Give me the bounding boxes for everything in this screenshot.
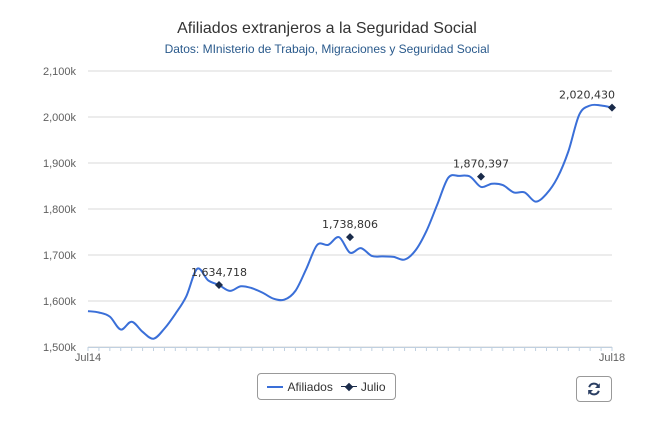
legend-item-afiliados[interactable]: Afiliados [267, 379, 333, 394]
chart-title: Afiliados extranjeros a la Seguridad Soc… [177, 20, 477, 37]
data-labels: 1,634,718 1,738,806 1,870,397 2,020,430 [191, 89, 615, 279]
y-tick-label: 2,000k [43, 112, 77, 124]
y-tick-label: 1,800k [43, 204, 77, 216]
julio-point[interactable] [477, 172, 485, 181]
y-tick-label: 1,900k [43, 158, 77, 170]
legend-item-julio[interactable]: Julio [340, 379, 386, 394]
legend-line-symbol [267, 385, 284, 388]
grid [88, 70, 612, 348]
data-label: 1,738,806 [322, 218, 378, 231]
data-label: 2,020,430 [559, 89, 615, 102]
series [87, 103, 613, 340]
legend-label-afiliados: Afiliados [287, 379, 333, 394]
julio-point[interactable] [215, 281, 223, 290]
legend-diamond-symbol [340, 382, 357, 392]
chart-subtitle: Datos: MInisterio de Trabajo, Migracione… [165, 42, 490, 56]
julio-point[interactable] [346, 233, 354, 242]
y-tick-label: 1,700k [43, 250, 77, 262]
julio-markers [215, 103, 616, 290]
x-tick-label-start: Jul14 [75, 352, 101, 364]
y-tick-label: 1,500k [43, 342, 77, 354]
legend-label-julio: Julio [360, 379, 386, 394]
y-axis-ticks: 1,500k 1,600k 1,700k 1,800k 1,900k 2,000k 2,10… [43, 66, 77, 354]
y-tick-label: 2,100k [43, 66, 77, 78]
refresh-icon [588, 382, 600, 396]
data-label: 1,634,718 [191, 266, 247, 279]
reset-zoom-button[interactable] [576, 376, 612, 402]
series-line-afiliados[interactable] [87, 103, 613, 340]
julio-point[interactable] [608, 103, 616, 112]
data-label: 1,870,397 [453, 158, 509, 171]
y-tick-label: 1,600k [43, 296, 77, 308]
legend: Afiliados Julio [257, 373, 396, 400]
x-axis: Jul14 Jul18 [75, 347, 625, 364]
x-tick-label-end: Jul18 [599, 352, 625, 364]
